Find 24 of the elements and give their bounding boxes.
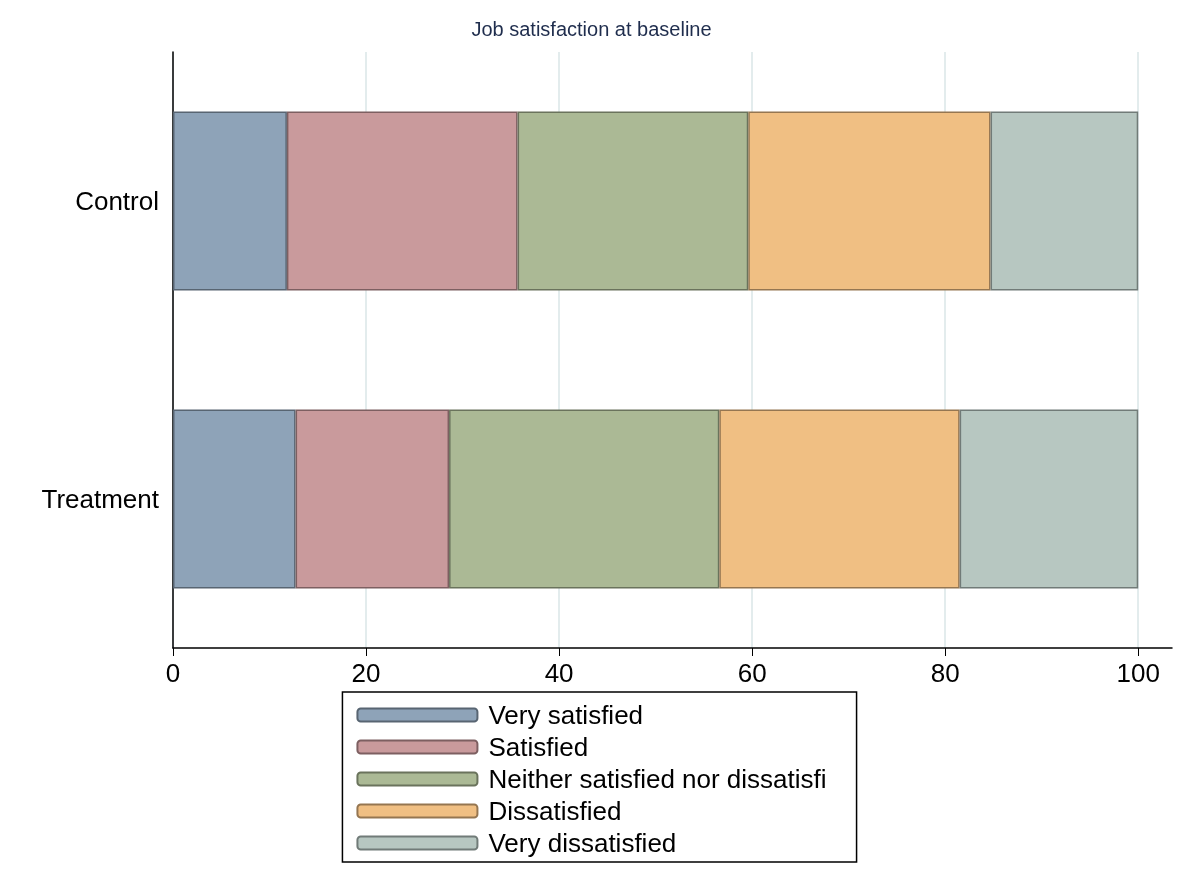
legend-label: Very dissatisfied: [488, 828, 677, 858]
x-tick-label: 100: [1116, 658, 1160, 688]
x-tick-label: 40: [544, 658, 574, 688]
bar: [517, 111, 749, 291]
legend-label: Very satisfied: [488, 700, 644, 730]
legend-label: Dissatisfied: [488, 796, 622, 826]
bar: [748, 111, 991, 291]
legend-label: Satisfied: [488, 732, 589, 762]
bar: [286, 111, 518, 291]
y-tick-label: Treatment: [41, 484, 160, 514]
bar: [719, 409, 960, 589]
x-tick-label: 20: [351, 658, 381, 688]
x-tick-label: 60: [737, 658, 767, 688]
bar: [990, 111, 1139, 291]
bar: [449, 409, 720, 589]
bar: [959, 409, 1139, 589]
legend-label: Neither satisfied nor dissatisfi: [488, 764, 827, 794]
x-tick-label: 80: [930, 658, 960, 688]
bar: [173, 111, 287, 291]
chart-title: Job satisfaction at baseline: [471, 18, 712, 40]
y-tick-label: Control: [75, 186, 159, 216]
x-tick-label: 0: [165, 658, 181, 688]
bar: [295, 409, 450, 589]
bar: [173, 409, 296, 589]
